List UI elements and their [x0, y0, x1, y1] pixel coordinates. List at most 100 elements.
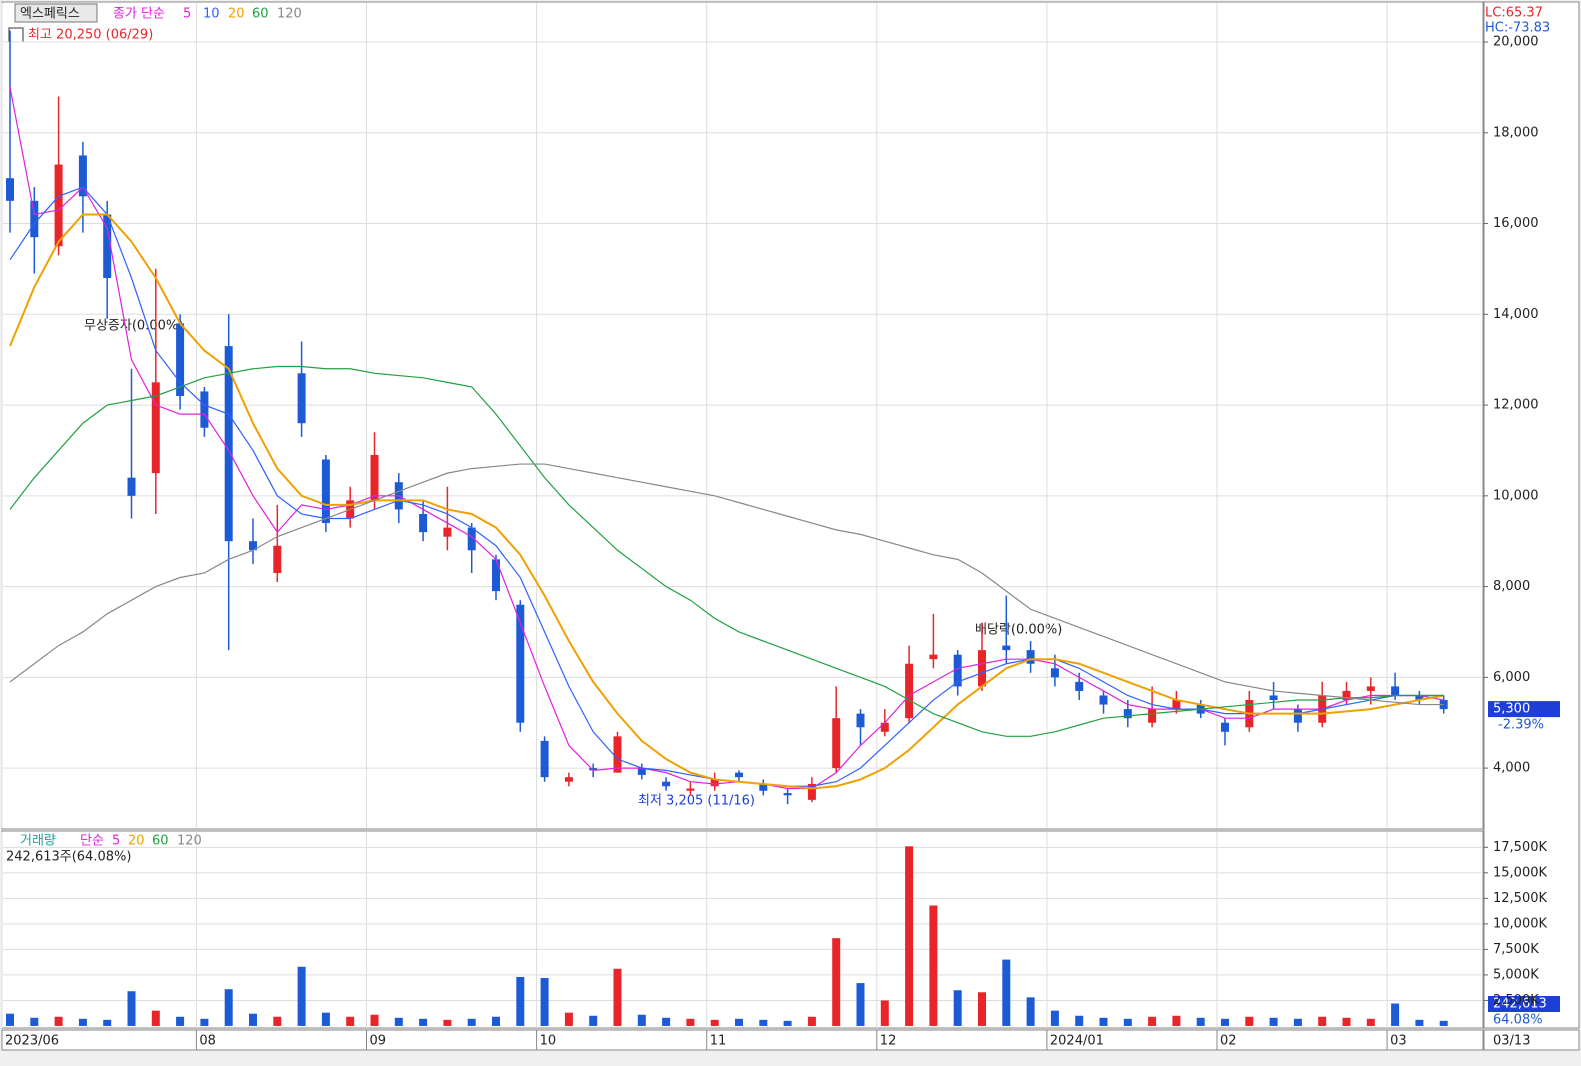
- candle-body: [1415, 695, 1424, 701]
- volume-bar: [637, 1014, 646, 1026]
- candle-body: [443, 527, 452, 537]
- volume-bar: [540, 977, 549, 1026]
- x-tick-label: 11: [710, 1034, 727, 1049]
- candle-body: [151, 382, 160, 474]
- candle-body: [249, 541, 257, 551]
- last-date: 03/13: [1493, 1034, 1530, 1049]
- legend-entry: 20: [228, 7, 245, 22]
- candle-body: [564, 777, 573, 782]
- volume-bar: [516, 976, 525, 1026]
- candle-body: [1366, 686, 1375, 691]
- volume-bar: [880, 1000, 889, 1026]
- last-volume-box: [1488, 996, 1560, 1012]
- moving-average: [9, 463, 1444, 706]
- x-tick-label: 08: [199, 1034, 216, 1049]
- legend-entry: 120: [177, 834, 202, 849]
- candle-body: [321, 459, 330, 524]
- last-price: 5,300: [1493, 702, 1530, 717]
- ma-label: 종가 단순: [113, 7, 165, 22]
- volume-bar: [686, 1018, 695, 1026]
- volume-bar: [735, 1018, 743, 1026]
- volume-bar: [346, 1016, 355, 1026]
- volume-bar: [419, 1018, 428, 1026]
- volume-bar: [929, 905, 938, 1026]
- x-tick-label: 10: [540, 1034, 557, 1049]
- volume-bar: [1099, 1017, 1108, 1026]
- volume-bar: [807, 1016, 816, 1026]
- hc-label: HC:-73.83: [1485, 21, 1550, 36]
- y-tick-label: 17,500K: [1493, 840, 1547, 855]
- volume-bar: [103, 1019, 112, 1026]
- candle-body: [54, 164, 63, 247]
- volume-bar: [1123, 1018, 1132, 1026]
- volume-bar: [759, 1019, 768, 1026]
- y-tick-label: 10,000K: [1493, 916, 1547, 931]
- candle-body: [6, 178, 14, 201]
- candle-body: [613, 736, 622, 773]
- volume-bar: [832, 938, 841, 1026]
- volume-bar: [1342, 1017, 1351, 1026]
- candle-body: [735, 772, 743, 778]
- candle-body: [856, 713, 865, 728]
- legend-entry: 60: [152, 834, 169, 849]
- stock-button[interactable]: [14, 3, 98, 23]
- volume-bar: [273, 1016, 282, 1026]
- candle-body: [297, 373, 306, 424]
- volume-bar: [1366, 1018, 1375, 1026]
- volume-bar: [492, 1016, 500, 1026]
- volume-bar: [200, 1018, 209, 1026]
- candle-body: [467, 527, 476, 551]
- legend-entry: 120: [277, 7, 302, 22]
- y-tick-label: 4,000: [1493, 761, 1530, 776]
- volume-bar: [394, 1017, 403, 1026]
- candle-body: [103, 214, 112, 278]
- volume-bar: [1415, 1019, 1424, 1026]
- candle-body: [807, 783, 816, 800]
- legend-entry: 5: [183, 7, 191, 22]
- y-tick-label: 8,000: [1493, 579, 1530, 594]
- candle-body: [1269, 695, 1278, 701]
- high-annotation: 최고 20,250 (06/29): [28, 28, 153, 43]
- volume-bar: [176, 1016, 185, 1026]
- moving-average: [9, 213, 1444, 790]
- volume-bar: [710, 1019, 719, 1026]
- candle-body: [637, 768, 646, 775]
- volume-bar: [151, 1010, 160, 1026]
- last-change: -2.39%: [1498, 718, 1544, 733]
- volume-bar: [1148, 1016, 1157, 1026]
- candle-body: [224, 346, 233, 542]
- candle-body: [30, 200, 39, 238]
- volume-bar: [127, 991, 136, 1026]
- y-tick-label: 20,000: [1493, 35, 1539, 50]
- candle-body: [1099, 695, 1108, 705]
- volume-bar: [856, 983, 865, 1026]
- x-tick-label: 2023/06: [5, 1034, 59, 1049]
- volume-bar: [249, 1013, 257, 1026]
- candle-body: [1148, 709, 1157, 723]
- volume-ma-label: 단순: [80, 834, 104, 849]
- candle-body: [929, 654, 938, 660]
- x-tick-label: 02: [1220, 1034, 1237, 1049]
- volume-bar: [1391, 1003, 1400, 1026]
- volume-bar: [1196, 1017, 1205, 1026]
- stock-name[interactable]: 엑스페릭스: [20, 7, 80, 22]
- volume-bar: [613, 968, 622, 1026]
- legend-entry: 10: [203, 7, 220, 22]
- candle-body: [1342, 690, 1351, 701]
- volume-bar: [1439, 1020, 1448, 1026]
- volume-bar: [1075, 1015, 1084, 1026]
- candle-body: [1075, 681, 1084, 691]
- volume-bar: [662, 1017, 671, 1026]
- date-panel: [1483, 1029, 1580, 1051]
- volume-title: 거래량: [20, 834, 56, 849]
- x-tick-label: 03: [1390, 1034, 1407, 1049]
- volume-bar: [1318, 1016, 1327, 1026]
- y-tick-label: 12,500K: [1493, 891, 1547, 906]
- event-annotation: 무상증자(0.00%): [84, 319, 183, 334]
- last-price-box: [1488, 701, 1560, 718]
- volume-bar: [224, 989, 233, 1026]
- volume-bar: [1245, 1016, 1254, 1026]
- candle-body: [1391, 686, 1400, 696]
- candle-body: [1293, 709, 1302, 723]
